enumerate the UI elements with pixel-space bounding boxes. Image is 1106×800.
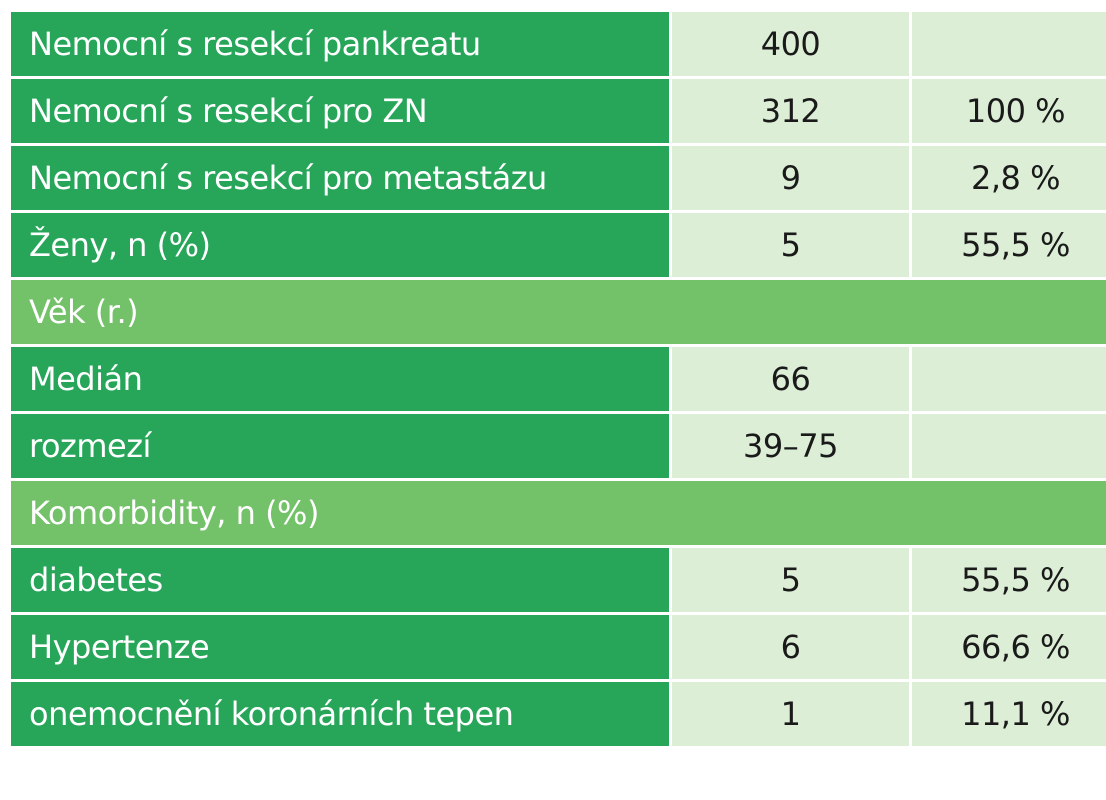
section-header: Věk (r.) — [8, 277, 1106, 347]
row-count: 5 — [669, 545, 912, 615]
table-row: onemocnění koronárních tepen 1 11,1 % — [8, 679, 1106, 749]
row-count: 9 — [669, 143, 912, 213]
row-count: 66 — [669, 344, 912, 414]
table-row: Hypertenze 6 66,6 % — [8, 612, 1106, 682]
table-row: Nemocní s resekcí pankreatu 400 — [8, 9, 1106, 79]
row-percent: 100 % — [909, 76, 1106, 146]
table-row: diabetes 5 55,5 % — [8, 545, 1106, 615]
row-label: onemocnění koronárních tepen — [8, 679, 672, 749]
table-row: rozmezí 39–75 — [8, 411, 1106, 481]
table-row: Nemocní s resekcí pro ZN 312 100 % — [8, 76, 1106, 146]
patient-characteristics-table: Nemocní s resekcí pankreatu 400 Nemocní … — [8, 9, 1106, 749]
row-label: rozmezí — [8, 411, 672, 481]
table-row: Ženy, n (%) 5 55,5 % — [8, 210, 1106, 280]
row-percent: 2,8 % — [909, 143, 1106, 213]
row-count: 6 — [669, 612, 912, 682]
section-header-row: Věk (r.) — [8, 277, 1106, 347]
row-percent: 55,5 % — [909, 545, 1106, 615]
row-label: Nemocní s resekcí pro ZN — [8, 76, 672, 146]
row-count: 400 — [669, 9, 912, 79]
row-percent: 66,6 % — [909, 612, 1106, 682]
row-percent — [909, 9, 1106, 79]
row-percent: 55,5 % — [909, 210, 1106, 280]
section-header-row: Komorbidity, n (%) — [8, 478, 1106, 548]
row-label: diabetes — [8, 545, 672, 615]
row-count: 312 — [669, 76, 912, 146]
row-label: Ženy, n (%) — [8, 210, 672, 280]
row-label: Medián — [8, 344, 672, 414]
section-header: Komorbidity, n (%) — [8, 478, 1106, 548]
row-percent — [909, 344, 1106, 414]
row-count: 1 — [669, 679, 912, 749]
row-label: Hypertenze — [8, 612, 672, 682]
row-count: 5 — [669, 210, 912, 280]
row-label: Nemocní s resekcí pro metastázu — [8, 143, 672, 213]
table-row: Nemocní s resekcí pro metastázu 9 2,8 % — [8, 143, 1106, 213]
row-percent — [909, 411, 1106, 481]
row-percent: 11,1 % — [909, 679, 1106, 749]
row-count: 39–75 — [669, 411, 912, 481]
table-row: Medián 66 — [8, 344, 1106, 414]
row-label: Nemocní s resekcí pankreatu — [8, 9, 672, 79]
